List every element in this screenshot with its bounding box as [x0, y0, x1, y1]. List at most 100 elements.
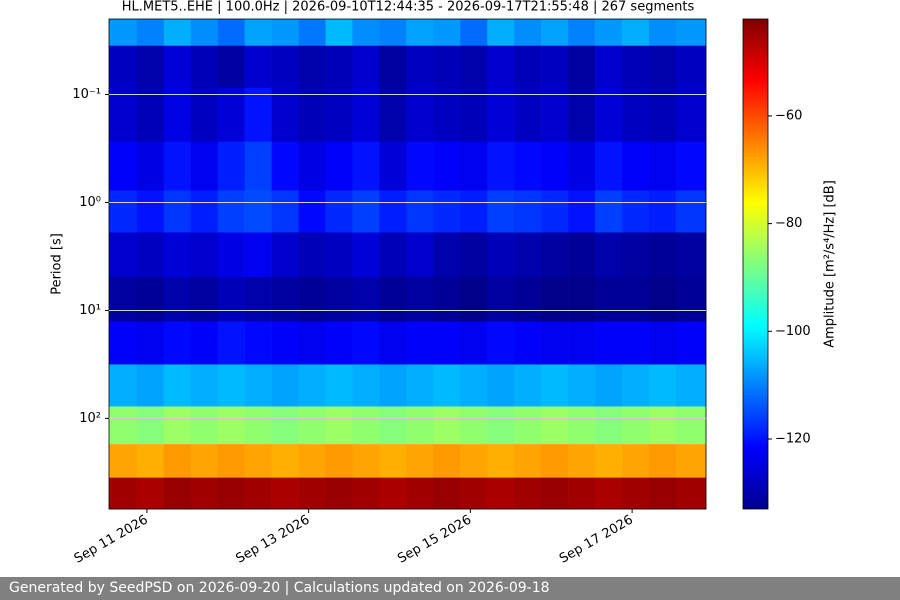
heatmap-cell — [514, 364, 542, 407]
heatmap-cell — [648, 19, 677, 47]
heatmap-cell — [190, 45, 218, 89]
chart-title: HL.MET5..EHE | 100.0Hz | 2026-09-10T12:4… — [122, 0, 695, 15]
heatmap-cell — [244, 87, 272, 143]
heatmap-cell — [568, 364, 596, 407]
heatmap-cell — [433, 321, 461, 365]
heatmap-cell — [136, 45, 165, 89]
heatmap-cell — [648, 477, 677, 510]
heatmap-cell — [271, 232, 299, 278]
heatmap-cell — [379, 321, 407, 365]
heatmap-cell — [648, 364, 677, 407]
heatmap-cell — [675, 276, 707, 322]
x-tick-label: Sep 13 2026 — [234, 513, 313, 567]
heatmap-cell — [163, 232, 192, 278]
heatmap-cell — [109, 87, 138, 143]
heatmap-cell — [379, 276, 407, 322]
heatmap-cell — [244, 45, 272, 89]
heatmap-cell — [648, 232, 677, 278]
heatmap-cell — [622, 87, 650, 143]
heatmap-cell — [648, 406, 677, 445]
heatmap-cell — [433, 444, 461, 478]
heatmap-cell — [460, 406, 488, 445]
heatmap-cell — [271, 321, 299, 365]
heatmap-cell — [352, 444, 380, 478]
x-tick-label: Sep 17 2026 — [557, 513, 636, 567]
heatmap-cell — [568, 190, 596, 233]
heatmap-cell — [460, 19, 488, 47]
heatmap-cell — [541, 477, 569, 510]
heatmap-cell — [568, 232, 596, 278]
heatmap-cell — [136, 232, 165, 278]
heatmap-cell — [163, 190, 192, 233]
footer: Generated by SeedPSD on 2026-09-20 | Cal… — [0, 577, 900, 600]
heatmap-cell — [298, 141, 326, 191]
heatmap-cell — [514, 45, 542, 89]
heatmap-cell — [352, 364, 380, 407]
heatmap-cell — [352, 19, 380, 47]
heatmap-cell — [163, 141, 192, 191]
heatmap-cell — [109, 276, 138, 322]
heatmap-cell — [271, 190, 299, 233]
heatmap-cell — [487, 444, 515, 478]
heatmap-cell — [406, 87, 434, 143]
heatmap-cell — [406, 364, 434, 407]
heatmap-cell — [298, 45, 326, 89]
colorbar-tick-label: −80 — [775, 216, 802, 231]
heatmap-cell — [136, 477, 165, 510]
x-tick-label: Sep 15 2026 — [395, 513, 474, 567]
heatmap-cell — [271, 364, 299, 407]
heatmap-cell — [244, 19, 272, 47]
heatmap-cell — [136, 190, 165, 233]
heatmap-cell — [163, 364, 192, 407]
heatmap-cell — [568, 477, 596, 510]
heatmap-cell — [541, 87, 569, 143]
colorbar — [742, 18, 769, 510]
heatmap-cell — [325, 232, 353, 278]
heatmap-cell — [298, 190, 326, 233]
heatmap-cell — [190, 19, 218, 47]
heatmap-cell — [433, 190, 461, 233]
heatmap-cell — [541, 232, 569, 278]
heatmap-cell — [595, 406, 623, 445]
heatmap-cell — [406, 19, 434, 47]
heatmap-cell — [433, 477, 461, 510]
heatmap-cell — [325, 406, 353, 445]
heatmap-cell — [136, 444, 165, 478]
heatmap-cell — [190, 364, 218, 407]
heatmap-cell — [622, 444, 650, 478]
heatmap-cell — [190, 406, 218, 445]
heatmap-cell — [217, 232, 245, 278]
x-tick-label: Sep 11 2026 — [72, 513, 151, 567]
heatmap-cell — [406, 444, 434, 478]
plot-frame — [108, 18, 707, 510]
heatmap-cell — [190, 232, 218, 278]
heatmap-cell — [622, 276, 650, 322]
heatmap-cell — [136, 406, 165, 445]
heatmap-cell — [433, 276, 461, 322]
heatmap-cell — [163, 321, 192, 365]
heatmap-cell — [109, 477, 138, 510]
heatmap-cell — [675, 321, 707, 365]
heatmap-cell — [352, 406, 380, 445]
heatmap-cell — [487, 321, 515, 365]
heatmap-cell — [352, 45, 380, 89]
heatmap-cell — [352, 190, 380, 233]
heatmap-cell — [568, 276, 596, 322]
heatmap-cell — [298, 406, 326, 445]
heatmap-cell — [514, 477, 542, 510]
heatmap-cell — [460, 477, 488, 510]
heatmap-cell — [217, 276, 245, 322]
heatmap-cell — [622, 406, 650, 445]
y-tick-label: 10⁻¹ — [72, 87, 101, 102]
heatmap-cell — [325, 141, 353, 191]
heatmap-cell — [487, 406, 515, 445]
heatmap-cell — [675, 444, 707, 478]
heatmap-cell — [622, 321, 650, 365]
heatmap-cell — [244, 364, 272, 407]
heatmap-cell — [648, 45, 677, 89]
heatmap-cell — [163, 87, 192, 143]
heatmap-cell — [487, 19, 515, 47]
heatmap-cell — [568, 141, 596, 191]
heatmap-cell — [190, 141, 218, 191]
heatmap-cell — [136, 19, 165, 47]
